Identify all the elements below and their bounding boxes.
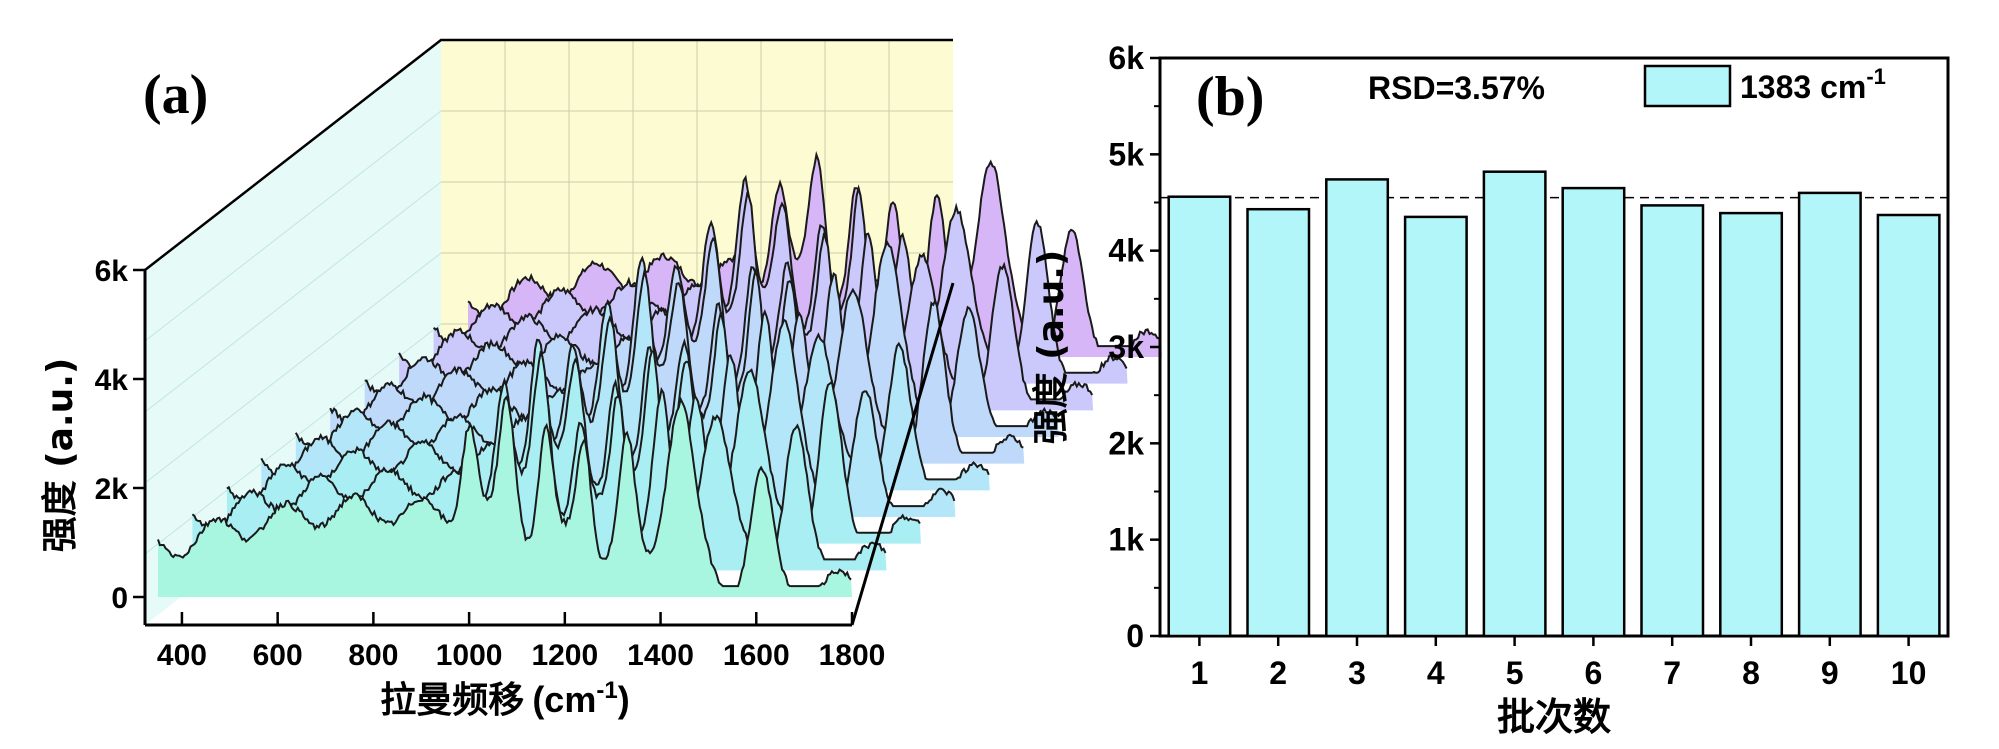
bar-batch-1 xyxy=(1167,195,1232,638)
bar-batch-5 xyxy=(1482,170,1547,638)
x-tick-label: 600 xyxy=(253,639,303,672)
spectrum-line-1 xyxy=(157,395,852,588)
x-tick-label: 1 xyxy=(1191,655,1209,691)
xlabel-unit-sup: -1 xyxy=(596,677,617,704)
y-tick-label: 1k xyxy=(1108,522,1144,558)
x-tick-label: 9 xyxy=(1821,655,1839,691)
x-tick-label: 1600 xyxy=(723,639,790,672)
bar-batch-8 xyxy=(1719,211,1784,638)
x-tick-label: 3 xyxy=(1348,655,1366,691)
left-wall xyxy=(145,40,441,625)
x-tick-label: 1400 xyxy=(627,639,694,672)
y-tick-label: 5k xyxy=(1108,136,1144,172)
xlabel-unit: (cm xyxy=(532,679,596,720)
y-tick-label: 2k xyxy=(95,473,129,506)
y-ticks: 0 2k 4k 6k xyxy=(95,255,145,615)
y-tick-label: 6k xyxy=(95,255,129,288)
bar-batch-2 xyxy=(1246,207,1311,638)
xlabel-text: 拉曼频移 xyxy=(380,680,524,721)
x-tick-label: 400 xyxy=(157,639,207,672)
bar-batch-7 xyxy=(1640,204,1705,638)
left-wall-grid xyxy=(144,252,442,484)
left-wall-grid xyxy=(144,110,442,342)
bar-batch-9 xyxy=(1797,191,1862,638)
bar-batch-6 xyxy=(1561,186,1626,638)
x-tick-label: 2 xyxy=(1269,655,1287,691)
x-tick-label: 1200 xyxy=(531,639,598,672)
y-tick-label: 3k xyxy=(1108,329,1144,365)
legend-text: 1383 cm xyxy=(1740,69,1866,105)
x-tick-label: 1000 xyxy=(436,639,503,672)
x-tick-label: 1800 xyxy=(819,639,886,672)
x-ticks: 400 600 800 1000 1200 1400 1600 1800 xyxy=(157,612,885,672)
y-tick-label: 4k xyxy=(1108,233,1144,269)
y-tick-label: 2k xyxy=(1108,425,1144,461)
rsd-annotation: RSD=3.57% xyxy=(1368,70,1545,106)
x-tick-label: 10 xyxy=(1891,655,1927,691)
legend-swatch xyxy=(1643,64,1732,108)
legend-label: 1383 cm-1 xyxy=(1740,64,1886,105)
panel-b-ylabel: 强度 (a.u.) xyxy=(1031,250,1072,445)
y-tick-label: 0 xyxy=(1126,618,1144,654)
y-tick-label: 4k xyxy=(95,364,129,397)
depth-axis-line xyxy=(850,282,955,626)
panel-a-label: (a) xyxy=(143,64,208,126)
y-tick-label: 0 xyxy=(111,582,128,615)
x-tick-label: 6 xyxy=(1585,655,1603,691)
x-ticks: 1 2 3 4 5 6 7 8 9 10 xyxy=(1191,636,1927,691)
x-tick-label: 7 xyxy=(1663,655,1681,691)
panel-a-ylabel: 强度 (a.u.) xyxy=(40,358,81,553)
wall-top-edge xyxy=(144,38,953,271)
bar-batch-10 xyxy=(1876,213,1941,638)
bar-batch-4 xyxy=(1403,215,1468,638)
xlabel-unit-close: ) xyxy=(618,679,630,720)
y-tick-label: 6k xyxy=(1108,40,1144,76)
panel-b-label: (b) xyxy=(1196,66,1264,128)
x-tick-label: 5 xyxy=(1506,655,1524,691)
x-tick-label: 8 xyxy=(1742,655,1760,691)
legend-sup: -1 xyxy=(1866,64,1886,89)
x-tick-label: 4 xyxy=(1427,655,1445,691)
spectrum-fill-1 xyxy=(158,397,852,597)
y-ticks: 0 1k 2k 3k 4k 5k 6k xyxy=(1108,40,1160,654)
x-tick-label: 800 xyxy=(348,639,398,672)
spectra-waterfall xyxy=(157,150,1162,597)
panel-a-xlabel: 拉曼频移 (cm-1) xyxy=(380,677,629,721)
left-wall-grid xyxy=(144,181,442,413)
bar-batch-3 xyxy=(1325,178,1390,638)
panel-b-xlabel: 批次数 xyxy=(1497,695,1611,739)
bars xyxy=(1167,170,1941,638)
panel-a-3d-spectra: 400 600 800 1000 1200 1400 1600 1800 0 2k 4k 6k (a… xyxy=(40,38,1162,721)
